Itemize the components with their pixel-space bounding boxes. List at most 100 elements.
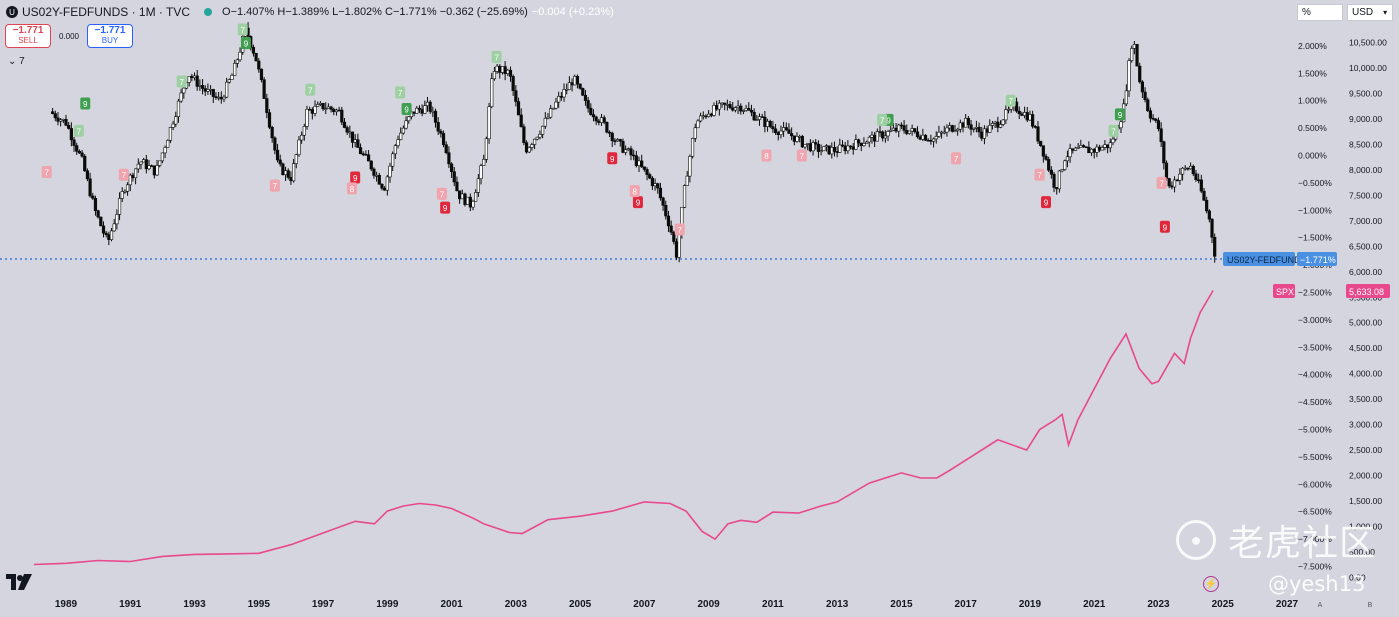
candle-body: [704, 115, 708, 118]
candle-body: [966, 118, 970, 125]
candle-body: [479, 165, 483, 179]
spx-tick-label: 1,000.00: [1349, 521, 1382, 531]
candle-body: [332, 109, 336, 113]
candle-body: [626, 148, 630, 151]
candle-body: [1001, 119, 1005, 125]
candle-body: [321, 102, 325, 110]
setup-label-box: [674, 223, 685, 236]
candle-body: [669, 225, 673, 233]
x-tick-label: 1999: [376, 599, 399, 610]
candle-body: [690, 138, 695, 157]
candle-body: [393, 145, 397, 155]
candle-body: [709, 113, 713, 116]
candle-body: [1049, 169, 1053, 175]
spx-tick-label: 2,500.00: [1349, 445, 1382, 455]
candle-body: [324, 108, 328, 110]
candle-body: [744, 108, 748, 111]
setup-label-text: 7: [308, 86, 313, 95]
setup-label-text: 9: [83, 100, 88, 109]
candle-body: [583, 94, 588, 101]
candle-body: [591, 114, 596, 118]
setup-label-box: [1108, 124, 1119, 137]
y-tick-label: −1.500%: [1298, 233, 1332, 243]
spx-tick-label: 0.00: [1349, 572, 1366, 582]
candle-body: [808, 143, 812, 152]
sell-button[interactable]: −1.771 SELL: [5, 24, 51, 48]
candle-body: [316, 104, 320, 107]
candle-body: [661, 197, 665, 206]
candle-body: [1180, 167, 1185, 175]
candle-body: [1047, 159, 1051, 171]
setup-label-text: 9: [1163, 223, 1168, 232]
candle-body: [230, 75, 234, 80]
candle-body: [302, 126, 306, 136]
candle-body: [1063, 160, 1067, 170]
candle-body: [514, 90, 518, 102]
setup-label-box: [80, 97, 91, 110]
candle-body: [251, 46, 256, 54]
candle-body: [179, 92, 183, 102]
x-tick-label: 1995: [248, 599, 271, 610]
candle-body: [846, 145, 850, 152]
ohlc-values: O−1.407% H−1.389% L−1.802% C−1.771% −0.3…: [222, 6, 528, 18]
candle-body: [214, 96, 218, 98]
candle-body: [383, 187, 387, 191]
lightning-icon[interactable]: ⚡: [1203, 576, 1219, 592]
candle-body: [931, 138, 936, 142]
buy-button[interactable]: −1.771 BUY: [87, 24, 133, 48]
candle-body: [59, 119, 63, 122]
candle-body: [1119, 121, 1123, 129]
author-handle: @yesh13: [1268, 572, 1366, 596]
currency-selector[interactable]: USD ▾: [1347, 4, 1393, 21]
candle-body: [227, 79, 231, 83]
spx-tick-label: 3,500.00: [1349, 394, 1382, 404]
candle-body: [736, 105, 740, 108]
symbol-title[interactable]: US02Y-FEDFUNDS · 1M · TVC: [22, 5, 191, 19]
candle-body: [607, 131, 612, 134]
candle-body: [1103, 144, 1107, 148]
candle-body: [899, 124, 904, 127]
unit-selector[interactable]: %: [1297, 4, 1343, 21]
candle-body: [1199, 179, 1203, 192]
indicator-toggle[interactable]: ⌄ 7: [8, 56, 25, 67]
candle-body: [1108, 142, 1112, 149]
y-tick-label: −3.500%: [1298, 342, 1332, 352]
candle-body: [273, 137, 277, 151]
candle-body: [969, 124, 973, 130]
candle-body: [990, 123, 995, 126]
candle-body: [640, 160, 644, 168]
x-tick-label: 2023: [1147, 599, 1170, 610]
candle-body: [476, 178, 480, 193]
candle-body: [996, 121, 1000, 128]
candle-body: [1004, 109, 1008, 121]
candle-body: [404, 120, 408, 129]
candle-body: [685, 175, 689, 186]
candle-body: [832, 147, 837, 152]
candle-body: [123, 190, 127, 193]
candle-body: [615, 139, 620, 142]
candle-body: [1081, 145, 1086, 148]
candle-body: [701, 115, 705, 118]
candle-body: [449, 163, 454, 173]
candle-body: [696, 120, 700, 129]
y-tick-label: −5.000%: [1298, 425, 1332, 435]
candle-body: [1052, 173, 1056, 188]
ohlc-extra: −0.004 (+0.23%): [531, 6, 614, 18]
candle-body: [131, 174, 135, 179]
setup-label-box: [632, 196, 643, 209]
candle-body: [875, 131, 879, 142]
candle-body: [1151, 117, 1155, 120]
candle-body: [388, 165, 392, 178]
candle-body: [717, 102, 721, 110]
series-name-tag: [1223, 252, 1295, 266]
setup-label-box: [1114, 108, 1125, 121]
y-tick-label: −3.000%: [1298, 315, 1332, 325]
candle-body: [1162, 141, 1166, 164]
y-tick-label: −4.500%: [1298, 397, 1332, 407]
tradingview-logo-icon[interactable]: [4, 570, 34, 592]
setup-label-text: 7: [954, 155, 959, 164]
candle-body: [1148, 110, 1153, 119]
y-tick-label: −6.000%: [1298, 479, 1332, 489]
